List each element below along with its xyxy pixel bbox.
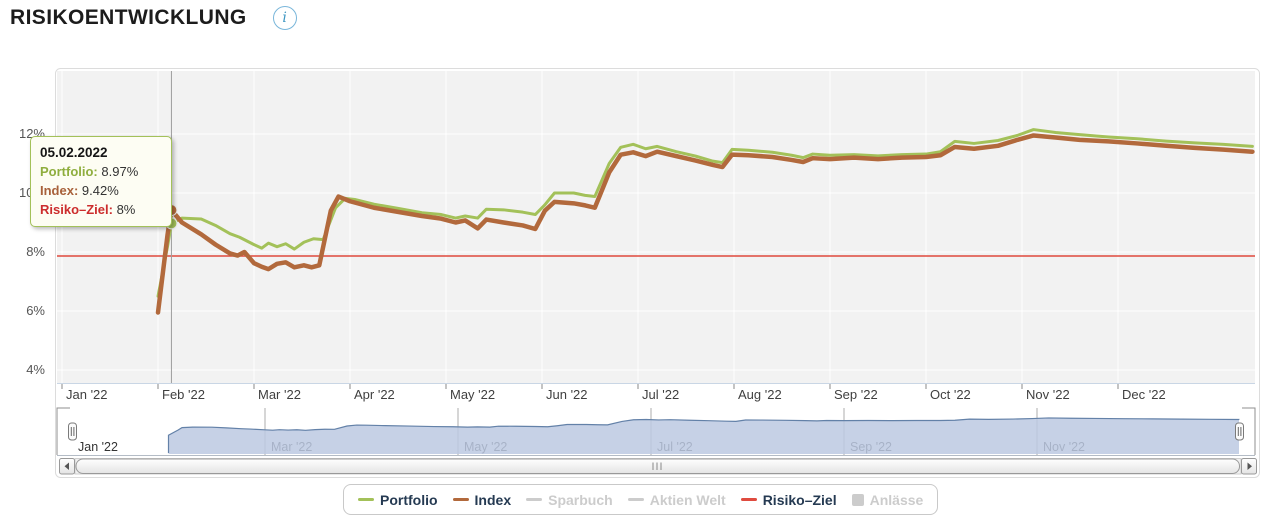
tooltip-rows: Portfolio: 8.97% Index: 9.42% Risiko–Ziel:… [40,162,162,219]
portfolio-line[interactable] [156,128,1254,298]
scrollbar-thumb[interactable] [75,458,1240,474]
legend-item-portfolio[interactable]: Portfolio [358,492,438,508]
navigator-outline-right [1242,407,1256,455]
legend-line-marker [627,498,644,501]
x-axis-label: Aug '22 [738,387,782,402]
x-axis-label: Feb '22 [162,387,205,402]
scrollbar-right-arrow-icon [1247,462,1252,470]
legend-item-label: Risiko–Ziel [762,491,837,508]
y-axis-label: 6% [26,303,45,318]
chart-tooltip: 05.02.2022 Portfolio: 8.97% Index: 9.42% R… [30,136,172,227]
legend-item-label: Anlässe [869,491,924,508]
legend-line-marker [358,498,374,501]
x-axis-label: Jan '22 [66,387,108,402]
legend-item-label: Index [474,491,512,508]
navigator-handle-left[interactable] [68,422,77,441]
scrollbar-left-arrow-icon [64,462,69,470]
legend-square-marker [851,493,864,506]
navigator-axis-label: Jan '22 [78,440,118,454]
navigator-handle-right[interactable] [1235,422,1244,441]
x-axis-label: Sep '22 [834,387,878,402]
x-axis-label: Nov '22 [1026,387,1070,402]
navigator-outline-left [56,407,70,455]
legend-item-aktien-welt[interactable]: Aktien Welt [627,491,726,508]
y-axis-label: 8% [26,244,45,259]
legend-line-marker [740,498,757,501]
tooltip-date: 05.02.2022 [40,145,108,160]
x-axis-label: Jun '22 [546,387,588,402]
chart-border [55,68,1260,478]
plot-area [57,71,1255,383]
widget-header: RISIKOENTWICKLUNG i [10,6,297,30]
x-axis-label: May '22 [450,387,495,402]
legend-item-risiko-ziel[interactable]: Risiko–Ziel [740,491,837,508]
info-icon[interactable]: i [272,6,297,30]
legend-line-marker [526,498,543,501]
legend-line-marker [452,498,469,501]
legend-item-label: Aktien Welt [649,491,726,508]
legend-item-index[interactable]: Index [452,491,512,508]
index-line[interactable] [155,133,1255,315]
x-axis-label: Apr '22 [354,387,395,402]
chart-legend: Portfolio Index Sparbuch Aktien Welt Risiko–… [343,484,939,515]
x-axis-label: Dec '22 [1122,387,1166,402]
legend-item-sparbuch[interactable]: Sparbuch [526,492,613,508]
x-axis-label: Oct '22 [930,387,971,402]
x-axis-label: Jul '22 [642,387,679,402]
page-title: RISIKOENTWICKLUNG [10,6,247,29]
legend-item-label: Portfolio [380,491,438,508]
tooltip-row-risiko-ziel: Risiko–Ziel: 8% [40,202,136,217]
navigator-area[interactable] [168,417,1240,454]
tooltip-row-portfolio: Portfolio: 8.97% [40,164,139,179]
legend-item-label: Sparbuch [548,491,613,508]
x-axis-label: Mar '22 [258,387,301,402]
navigator-area-line [167,417,1240,453]
y-axis-label: 4% [26,362,45,377]
legend-item-anl-sse[interactable]: Anlässe [851,491,924,508]
tooltip-row-index: Index: 9.42% [40,183,119,198]
